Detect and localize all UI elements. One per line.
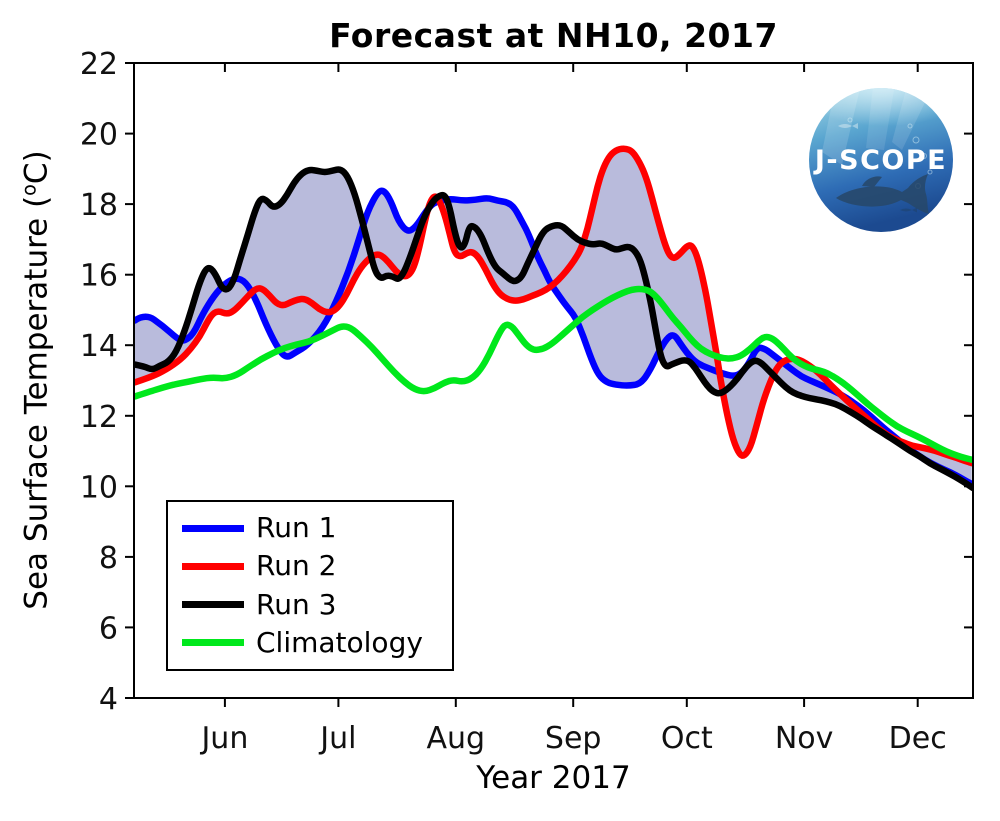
y-tick-label: 22 xyxy=(80,47,118,82)
run1-line-swatch xyxy=(182,524,244,532)
x-tick-label: Aug xyxy=(427,721,486,756)
axes-frame xyxy=(133,62,974,699)
series-line-run1 xyxy=(134,187,973,488)
x-tick-label: Dec xyxy=(889,721,947,756)
y-axis-label: Sea Surface Temperature (oC) xyxy=(17,150,54,609)
y-axis-label-degree: o xyxy=(17,184,41,196)
run2-line-swatch xyxy=(182,562,244,570)
y-tick-label: 18 xyxy=(80,188,118,223)
legend-label: Run 2 xyxy=(256,549,337,583)
y-tick-label: 10 xyxy=(80,470,118,505)
jscope-logo-text: J-SCOPE xyxy=(813,145,947,176)
y-tick-label: 8 xyxy=(99,541,118,576)
run3-line-swatch xyxy=(182,601,244,609)
x-tick-label: Jun xyxy=(199,721,248,756)
legend-entry-run2: Run 2 xyxy=(182,552,452,580)
y-tick-label: 16 xyxy=(80,259,118,294)
legend: Run 1 Run 2 Run 3 Climatology xyxy=(166,500,454,671)
legend-label: Climatology xyxy=(256,625,423,659)
climatology-line-swatch xyxy=(182,639,244,647)
x-tick-label: Nov xyxy=(775,721,834,756)
legend-entry-run1: Run 1 xyxy=(182,514,452,542)
x-tick-label: Jul xyxy=(318,721,356,756)
jscope-logo: J-SCOPE xyxy=(809,88,953,232)
y-tick-label: 20 xyxy=(80,118,118,153)
legend-label: Run 1 xyxy=(256,511,337,545)
legend-entry-run3: Run 3 xyxy=(182,587,452,621)
legend-entry-climatology: Climatology xyxy=(182,625,452,659)
series-line-climatology xyxy=(134,285,973,464)
legend-label: Run 3 xyxy=(256,587,337,621)
y-tick-label: 12 xyxy=(80,400,118,435)
y-tick-label: 6 xyxy=(99,611,118,646)
y-tick-label: 4 xyxy=(99,682,118,717)
y-tick-label: 14 xyxy=(80,329,118,364)
y-axis-label-text: Sea Surface Temperature ( xyxy=(18,195,55,610)
x-tick-label: Sep xyxy=(545,721,602,756)
x-tick-label: Oct xyxy=(661,721,713,756)
chart-title: Forecast at NH10, 2017 xyxy=(329,16,778,55)
y-axis-label-unit: C) xyxy=(18,150,55,185)
x-axis-label: Year 2017 xyxy=(476,760,631,796)
series-line-run3 xyxy=(134,166,973,492)
